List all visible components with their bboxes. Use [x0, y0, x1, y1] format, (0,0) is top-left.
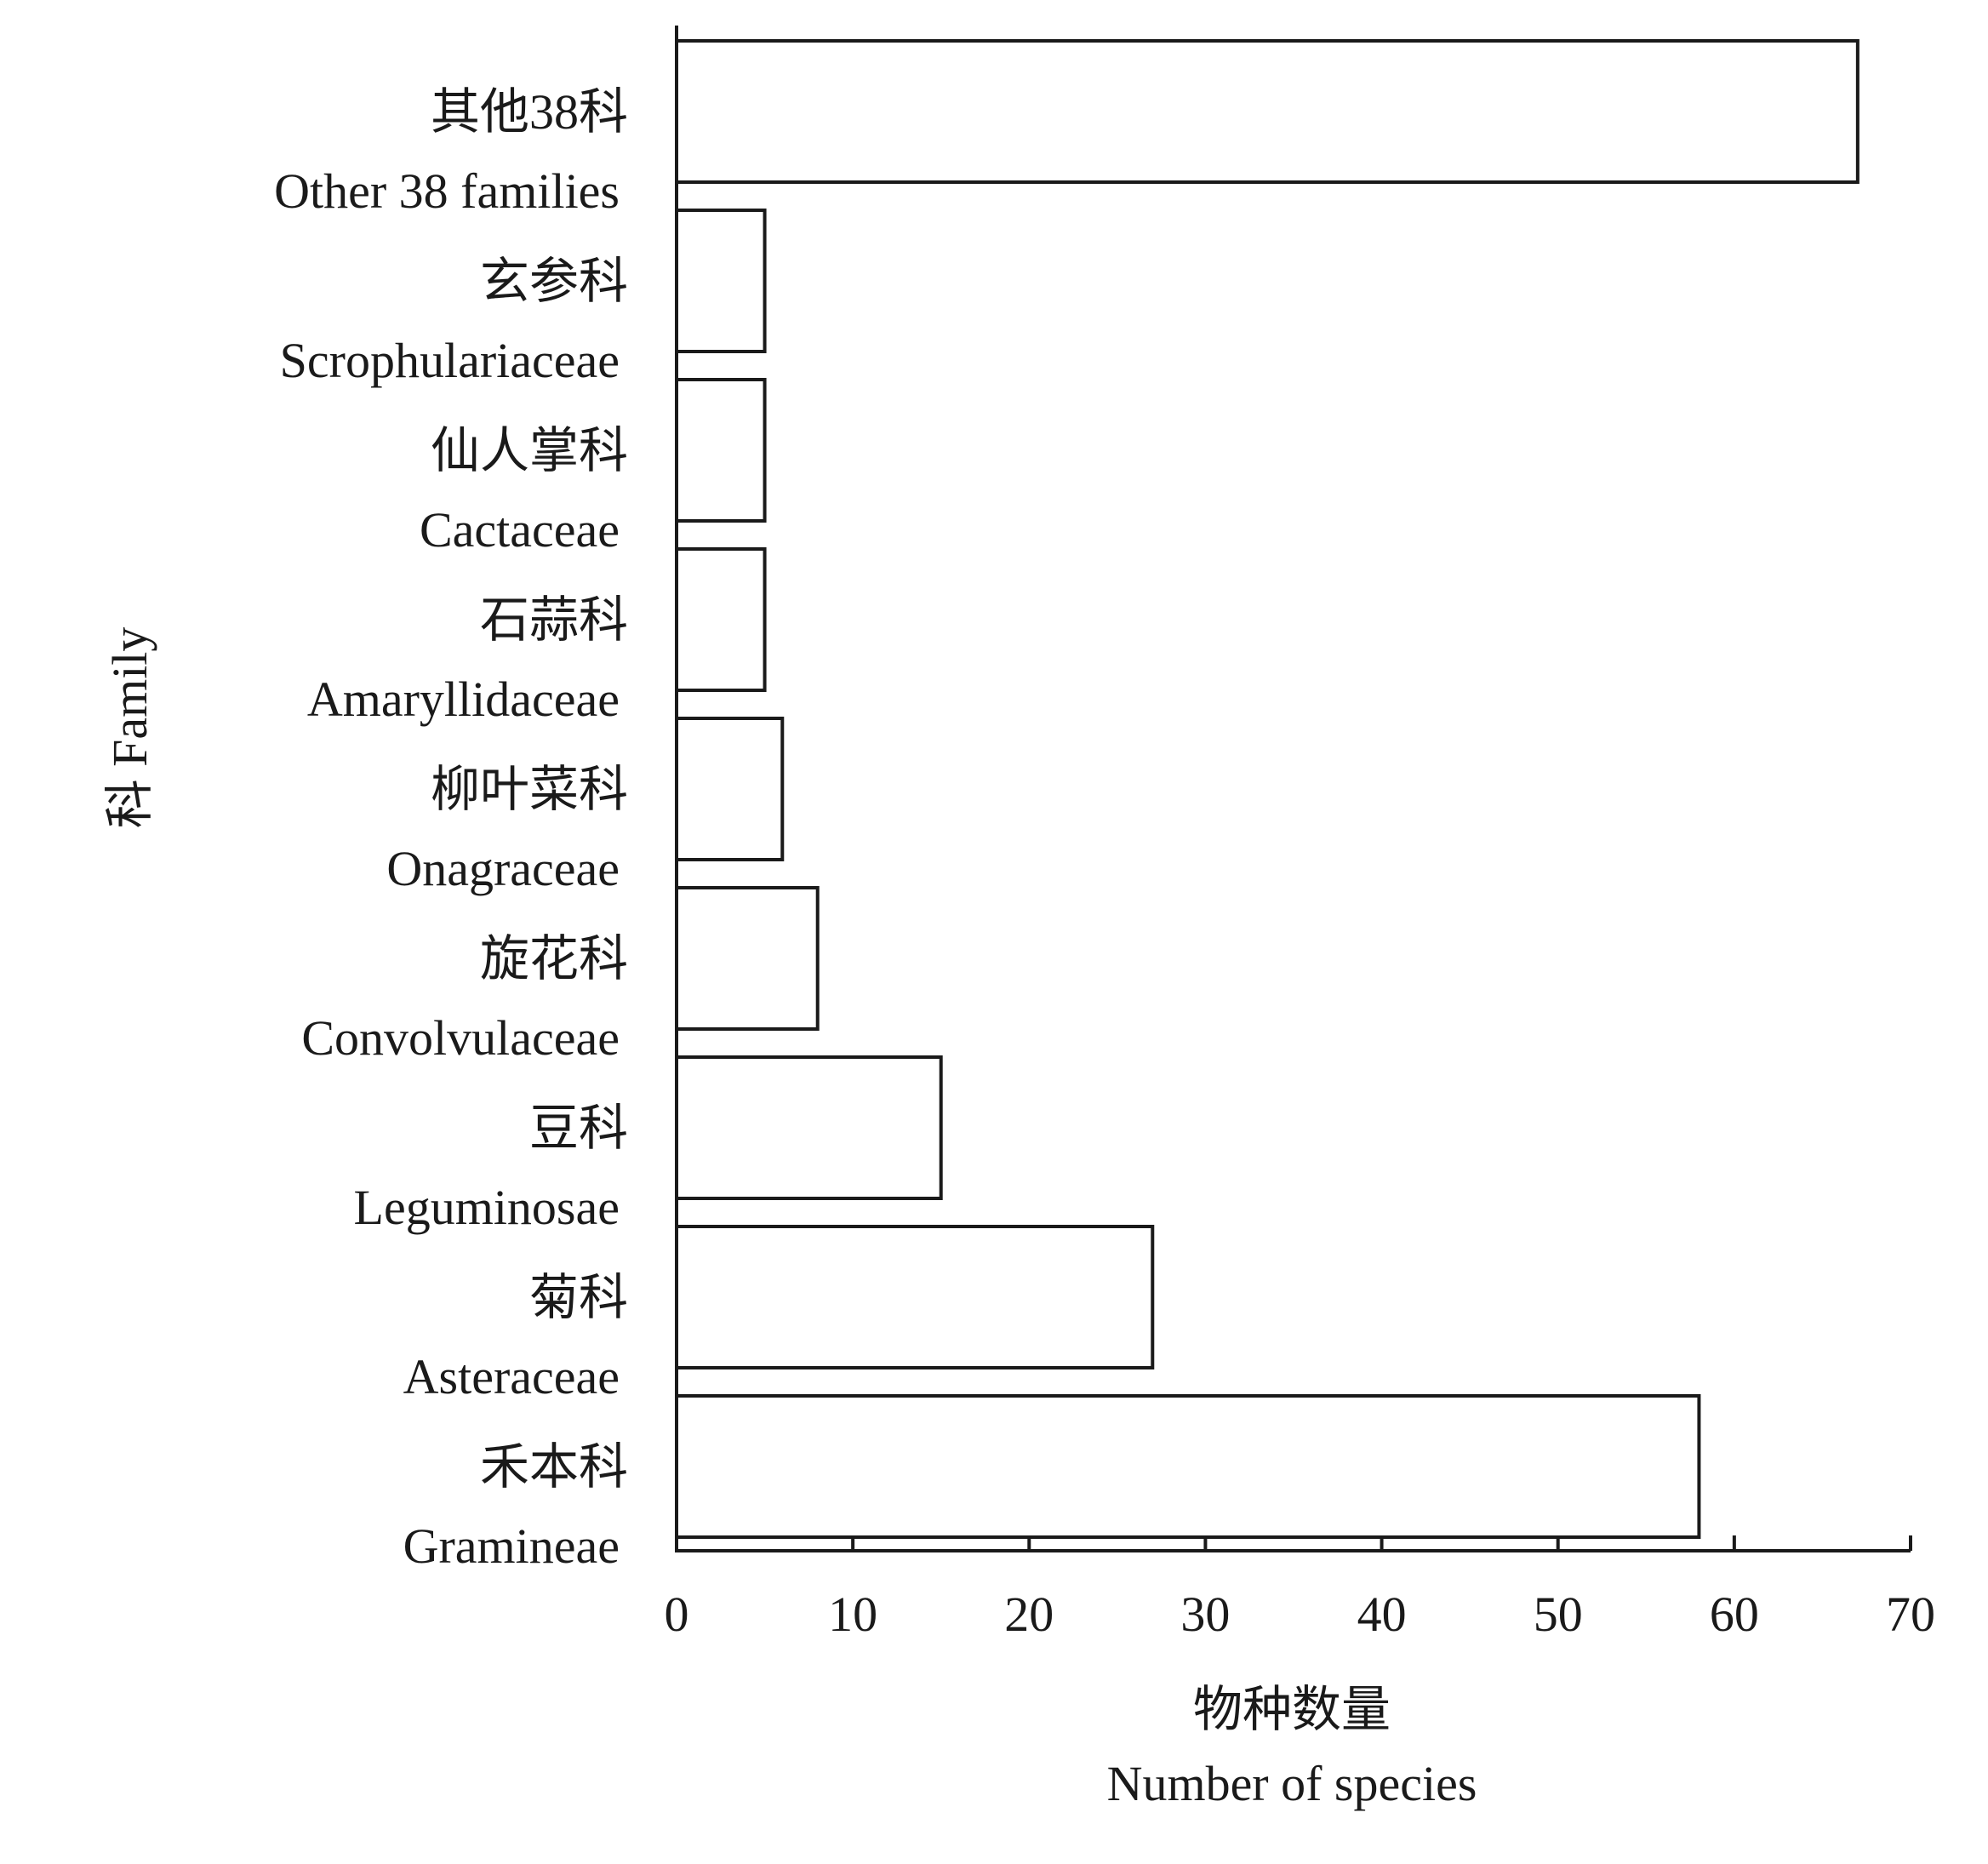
bar-5 — [675, 717, 785, 861]
x-tick-label: 50 — [1534, 1587, 1583, 1642]
category-label-english: Convolvulaceae — [301, 1010, 620, 1066]
category-label-chinese: 石蒜科 — [480, 592, 628, 648]
category-labels-layer: 其他38科 Other 38 families 玄参科 Scrophulariacea… — [274, 84, 628, 1574]
x-tick-label: 30 — [1180, 1587, 1230, 1642]
bars-layer — [675, 39, 1859, 1539]
category-label-english: Scrophulariaceae — [280, 333, 620, 388]
category-label-chinese: 其他38科 — [431, 84, 628, 140]
category-label-english: Gramineae — [403, 1518, 620, 1574]
bar-7 — [675, 1055, 943, 1200]
category-label-chinese: 旋花科 — [480, 931, 628, 986]
bar-9 — [675, 1394, 1701, 1539]
bar-1 — [675, 39, 1859, 184]
x-tick-label: 20 — [1004, 1587, 1054, 1642]
category-label-chinese: 豆科 — [529, 1101, 628, 1156]
category-label-english: Asteraceae — [403, 1349, 620, 1404]
category-label-english: Amaryllidaceae — [307, 672, 620, 727]
bar-6 — [675, 886, 820, 1031]
axes-layer — [675, 26, 1911, 1552]
category-label-english: Other 38 families — [274, 163, 620, 219]
category-label-english: Cactaceae — [420, 502, 620, 557]
category-label-chinese: 菊科 — [529, 1270, 628, 1325]
bar-4 — [675, 547, 767, 692]
bar-3 — [675, 378, 767, 523]
category-label-chinese: 仙人掌科 — [431, 423, 628, 478]
y-axis-title: 科 Family — [102, 627, 157, 829]
x-ticks-layer: 0 10 20 30 40 50 60 70 — [665, 1535, 1935, 1642]
x-tick-label: 70 — [1886, 1587, 1935, 1642]
x-axis-title-chinese: 物种数量 — [1193, 1682, 1391, 1737]
category-label-chinese: 柳叶菜科 — [431, 762, 628, 817]
category-label-english: Onagraceae — [386, 841, 620, 896]
category-label-chinese: 玄参科 — [480, 254, 628, 309]
x-tick-label: 60 — [1710, 1587, 1759, 1642]
x-tick-label: 0 — [665, 1587, 689, 1642]
x-axis-title-english: Number of species — [1107, 1756, 1477, 1811]
bar-2 — [675, 209, 767, 353]
category-label-english: Leguminosae — [354, 1180, 620, 1235]
x-tick-label: 40 — [1357, 1587, 1407, 1642]
bar-8 — [675, 1225, 1155, 1369]
category-label-chinese: 禾本科 — [480, 1439, 628, 1495]
x-tick-label: 10 — [828, 1587, 877, 1642]
